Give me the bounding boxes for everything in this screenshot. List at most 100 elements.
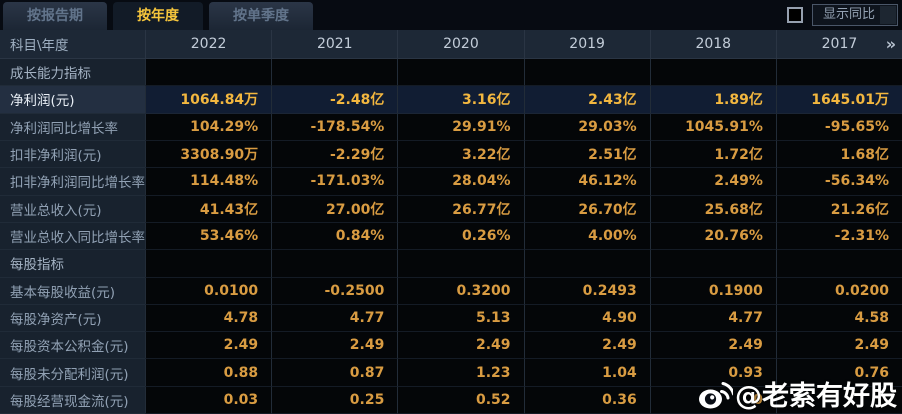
corner-header: 科目\年度 [10,38,69,54]
value-cell: 2.49 [397,332,524,360]
value-cell: 29.03% [523,113,650,141]
table-row: 净利润同比增长率 104.29% -178.54% 29.91% 29.03% 1045.… [0,113,902,141]
value-cell: 0.88 [145,359,272,387]
value-cell: 2.49 [775,332,902,360]
value-cell: 0.03 [145,386,272,414]
value-cell: 2.51亿 [523,140,650,169]
value-cell: 2.49 [271,332,398,360]
value-cell: 27.00亿 [271,195,398,223]
value-cell: -171.03% [271,168,398,196]
value-cell: 0.84% [271,222,398,251]
value-cell: -0.2500 [271,277,398,305]
period-tab-bar: 按报告期 按年度 按单季度 显示同比 [0,0,902,30]
tab-1[interactable]: 按年度 [113,2,203,30]
value-cell: -56.34% [775,168,902,196]
row-label: 每股未分配利润(元) [0,359,145,387]
value-cell: 4.77 [271,304,398,333]
value-cell: 1645.01万 [775,86,902,114]
year-header-2019: 2019 [523,30,650,58]
value-cell: 21.26亿 [775,195,902,223]
value-cell [145,59,272,87]
table-row: 基本每股收益(元) 0.0100 -0.2500 0.3200 0.2493 0.1900… [0,277,902,305]
row-label: 营业总收入同比增长率 [0,222,145,251]
value-cell [397,250,524,278]
value-cell: 5.13 [397,304,524,333]
table-row: 扣非净利润(元) 3308.90万 -2.29亿 3.22亿 2.51亿 1.72亿 1.6… [0,140,902,169]
value-cell: 1064.84万 [145,86,272,114]
value-cell: -178.54% [271,113,398,141]
value-cell: 0.76 [775,359,902,387]
value-cell: -2.29亿 [271,140,398,169]
value-cell: 1.72亿 [649,140,776,169]
value-cell: 4.90 [523,304,650,333]
row-label: 成长能力指标 [0,59,145,87]
row-label: 每股经营现金流(元) [0,386,145,414]
value-cell: 2.43亿 [523,86,650,114]
value-cell: 53.46% [145,222,272,251]
table-row: 每股资本公积金(元) 2.49 2.49 2.49 2.49 2.49 2.49 [0,332,902,360]
value-cell: 4.77 [649,304,776,333]
value-cell: 0 [649,386,776,414]
value-cell: 3.16亿 [397,86,524,114]
value-cell: 25.68亿 [649,195,776,223]
table-row: 每股经营现金流(元) 0.03 0.25 0.52 0.36 0 [0,386,902,414]
value-cell: 0.3200 [397,277,524,305]
value-cell: 1045.91% [649,113,776,141]
value-cell: 26.70亿 [523,195,650,223]
value-cell: 2.49 [145,332,272,360]
table-header-row: 科目\年度 2022 2021 2020 2019 2018 2017» [0,30,902,59]
table-row: 净利润(元) 1064.84万 -2.48亿 3.16亿 2.43亿 1.89亿 1645.… [0,86,902,114]
year-header-2018: 2018 [649,30,776,58]
value-cell: 0.0100 [145,277,272,305]
top-controls: 显示同比 [786,4,902,30]
value-cell: -95.65% [775,113,902,141]
row-label: 扣非净利润同比增长率 [0,168,145,196]
section-row: 每股指标 [0,250,902,278]
value-cell: 28.04% [397,168,524,196]
section-row: 成长能力指标 [0,59,902,87]
row-label: 净利润(元) [0,86,145,114]
value-cell: 3.22亿 [397,140,524,169]
row-label: 每股净资产(元) [0,304,145,333]
value-cell [775,386,902,414]
value-cell: -2.31% [775,222,902,251]
value-cell: 1.04 [523,359,650,387]
value-cell [649,250,776,278]
table-body: 成长能力指标 净利润(元) 1064.84万 -2.48亿 3.16亿 2.43亿 1.89… [0,59,902,414]
row-label: 每股指标 [0,250,145,278]
value-cell: 20.76% [649,222,776,251]
table-row: 每股未分配利润(元) 0.88 0.87 1.23 1.04 0.93 0.76 [0,359,902,387]
value-cell: 1.23 [397,359,524,387]
value-cell: 0.36 [523,386,650,414]
value-cell: 4.58 [775,304,902,333]
table-row: 扣非净利润同比增长率 114.48% -171.03% 28.04% 46.12% 2.4… [0,168,902,196]
value-cell: 41.43亿 [145,195,272,223]
value-cell: 29.91% [397,113,524,141]
value-cell: 0.25 [271,386,398,414]
value-cell: 2.49 [523,332,650,360]
value-cell: 114.48% [145,168,272,196]
value-cell [649,59,776,87]
row-label: 基本每股收益(元) [0,277,145,305]
value-cell: 1.68亿 [775,140,902,169]
value-cell [145,250,272,278]
year-header-2017: 2017» [775,30,902,58]
value-cell [523,250,650,278]
tab-2[interactable]: 按单季度 [209,2,313,30]
value-cell [271,250,398,278]
tab-0[interactable]: 按报告期 [3,2,107,30]
value-cell: 26.77亿 [397,195,524,223]
value-cell: 3308.90万 [145,140,272,169]
value-cell: 2.49 [649,332,776,360]
table-row: 营业总收入同比增长率 53.46% 0.84% 0.26% 4.00% 20.76% -2.… [0,222,902,251]
show-yoy-toggle[interactable]: 显示同比 [811,4,898,26]
year-header-2021: 2021 [271,30,397,58]
value-cell: 0.1900 [649,277,776,305]
show-yoy-checkbox[interactable] [786,7,803,23]
value-cell: 0.26% [397,222,524,251]
row-label: 净利润同比增长率 [0,113,145,141]
scroll-more-icon[interactable]: » [885,34,896,54]
value-cell: 0.0200 [775,277,902,305]
value-cell: 0.2493 [523,277,650,305]
